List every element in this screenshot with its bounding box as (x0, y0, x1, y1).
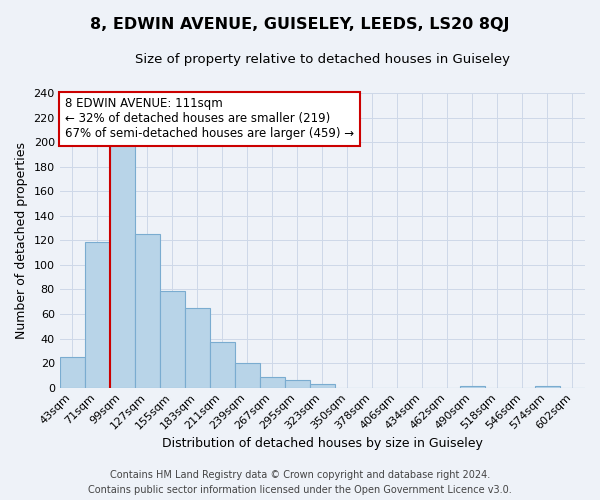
Bar (460, 386, 485, 388)
X-axis label: Distribution of detached houses by size in Guiseley: Distribution of detached houses by size … (162, 437, 483, 450)
Bar (210, 342, 235, 388)
Bar (59, 357, 85, 388)
Bar (85, 242, 110, 388)
Text: Contains HM Land Registry data © Crown copyright and database right 2024.
Contai: Contains HM Land Registry data © Crown c… (88, 470, 512, 495)
Bar (160, 290, 185, 388)
Title: Size of property relative to detached houses in Guiseley: Size of property relative to detached ho… (135, 52, 510, 66)
Bar (260, 376, 285, 388)
Text: 8 EDWIN AVENUE: 111sqm
← 32% of detached houses are smaller (219)
67% of semi-de: 8 EDWIN AVENUE: 111sqm ← 32% of detached… (65, 98, 354, 140)
Bar (185, 308, 210, 388)
Bar (310, 384, 335, 388)
Text: 8, EDWIN AVENUE, GUISELEY, LEEDS, LS20 8QJ: 8, EDWIN AVENUE, GUISELEY, LEEDS, LS20 8… (90, 18, 510, 32)
Y-axis label: Number of detached properties: Number of detached properties (15, 142, 28, 339)
Bar (135, 234, 160, 388)
Bar (535, 386, 560, 388)
Bar (285, 380, 310, 388)
Bar (110, 144, 135, 388)
Bar (235, 363, 260, 388)
